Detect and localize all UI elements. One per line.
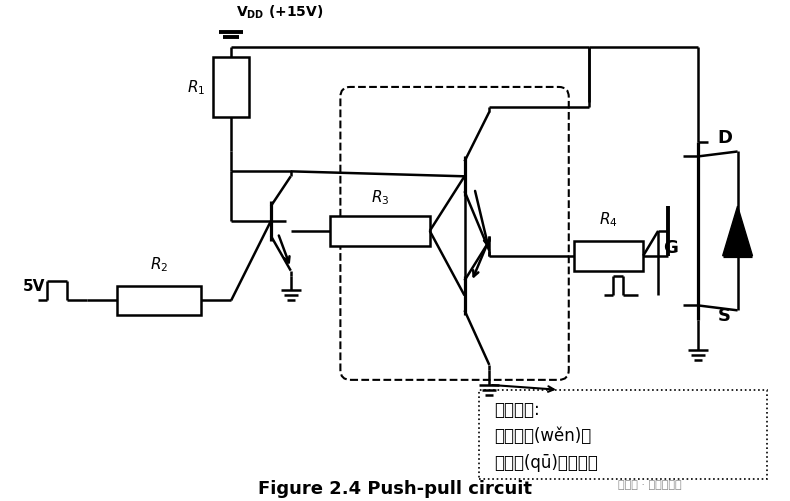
Text: 5V: 5V [23,279,45,294]
Bar [330,216,430,246]
Bar [480,390,767,479]
Bar [574,241,643,271]
Text: $\mathbf{V_{DD}}$ (+15V): $\mathbf{V_{DD}}$ (+15V) [236,4,323,22]
Text: $R_2$: $R_2$ [150,255,168,273]
Text: D: D [717,128,732,146]
Text: $R_1$: $R_1$ [187,79,205,97]
Text: Figure 2.4 Push-pull circuit: Figure 2.4 Push-pull circuit [258,479,532,497]
Text: G: G [663,238,678,256]
Text: $R_4$: $R_4$ [599,210,618,228]
Bar [213,58,249,118]
Polygon shape [723,207,752,256]
Text: 推挽電路:
高頻下穩(wěn)定
柵極驅(qū)動功率小: 推挽電路: 高頻下穩(wěn)定 柵極驅(qū)動功率小 [495,400,598,470]
Text: $R_3$: $R_3$ [371,188,389,207]
Text: 公眾號 · 硬件攻城獅: 公眾號 · 硬件攻城獅 [619,479,682,489]
Bar [117,286,201,316]
Text: S: S [717,307,731,325]
